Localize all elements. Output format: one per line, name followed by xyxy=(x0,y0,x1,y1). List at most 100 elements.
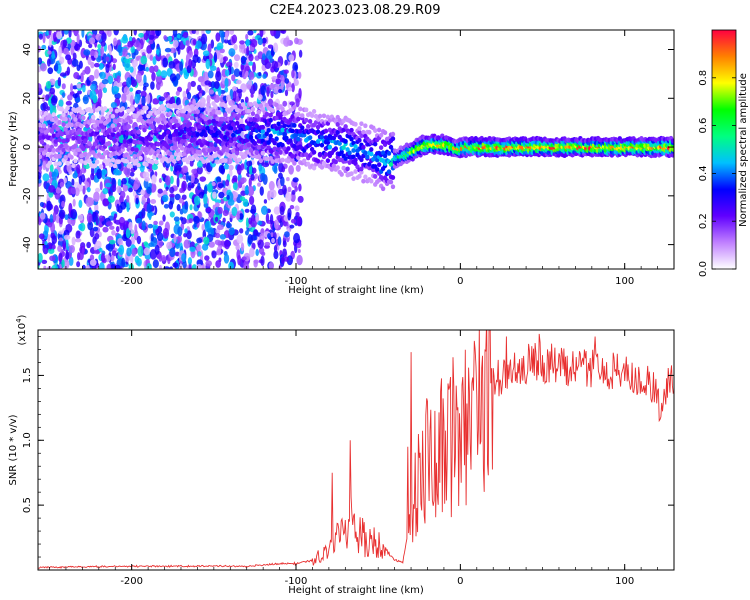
spectrogram-cell xyxy=(191,30,197,35)
spectrogram-cell xyxy=(295,164,301,172)
spectrogram-cell xyxy=(193,222,197,228)
spectrogram-cell xyxy=(98,62,104,70)
spectrogram-cell xyxy=(81,264,86,269)
spectrogram-ridge-cell xyxy=(124,158,129,164)
spectrogram-cell xyxy=(140,55,148,65)
spectrogram-cell xyxy=(90,173,95,181)
spectrogram-cell xyxy=(165,186,169,191)
snr-ytick-label: 0.5 xyxy=(22,497,33,513)
spectrogram-ridge-cell xyxy=(100,116,106,122)
spectrogram-cell xyxy=(111,229,116,236)
spectrogram-cell xyxy=(239,40,245,45)
spectrogram-cell xyxy=(228,48,236,57)
spectrogram-ridge-cell xyxy=(296,111,301,117)
spectrogram-cell xyxy=(169,47,177,54)
spectrogram-xtick-label: 0 xyxy=(457,276,463,287)
spectrogram-cell xyxy=(231,74,236,82)
spectrogram-ridge-cell xyxy=(144,162,149,167)
spectrogram-cell xyxy=(172,262,179,268)
spectrogram-cell xyxy=(131,248,137,257)
spectrogram-cell xyxy=(162,214,166,222)
spectrogram-ridge-cell xyxy=(106,141,112,146)
spectrogram-cell xyxy=(280,30,287,35)
spectrogram-cell xyxy=(94,187,101,193)
spectrogram-ridge-cell xyxy=(156,148,161,154)
spectrogram-cell xyxy=(297,71,302,79)
spectrogram-cell xyxy=(116,185,122,194)
spectrogram-ridge-cell xyxy=(376,162,382,168)
spectrogram-cell xyxy=(146,186,152,194)
spectrogram-ridge-cell xyxy=(91,114,96,120)
spectrogram-cell xyxy=(219,48,225,54)
spectrogram-cell xyxy=(236,164,242,175)
spectrogram-cell xyxy=(63,234,71,240)
spectrogram-ridge-cell xyxy=(38,122,43,128)
spectrogram-ridge-cell xyxy=(207,148,212,153)
spectrogram-cell xyxy=(203,185,208,196)
spectrogram-ridge-cell xyxy=(150,124,155,130)
spectrogram-cell xyxy=(134,224,138,234)
spectrogram-cell xyxy=(58,237,63,242)
spectrogram-cell xyxy=(54,62,59,72)
spectrogram-ridge-cell xyxy=(256,133,262,139)
spectrogram-cell xyxy=(192,54,199,63)
spectrogram-cell xyxy=(85,196,93,208)
spectrogram-cell xyxy=(189,204,193,211)
spectrogram-cell xyxy=(39,201,45,208)
spectrogram-cell xyxy=(289,101,296,106)
spectrogram-cell xyxy=(215,70,222,82)
spectrogram-ridge-cell xyxy=(252,140,258,146)
spectrogram-cell xyxy=(296,216,302,227)
spectrogram-cell xyxy=(158,96,165,102)
spectrogram-cell xyxy=(263,199,268,204)
spectrogram-cell xyxy=(119,217,125,224)
spectrogram-ridge-cell xyxy=(79,123,84,129)
spectrogram-cell xyxy=(214,216,219,222)
spectrogram-cell xyxy=(175,164,182,173)
snr-xtick-label: 100 xyxy=(615,576,634,587)
spectrogram-cell xyxy=(201,223,205,231)
spectrogram-cell xyxy=(181,194,187,200)
spectrogram-cell xyxy=(42,173,50,182)
spectrogram-cell xyxy=(141,95,146,106)
spectrogram-cell xyxy=(243,264,250,269)
spectrogram-cell xyxy=(124,166,131,178)
spectrogram-cell xyxy=(288,54,295,62)
spectrogram-cell xyxy=(191,264,198,269)
spectrogram-cell xyxy=(163,35,168,40)
spectrogram-cell xyxy=(114,264,121,269)
spectrogram-cell xyxy=(245,70,249,77)
spectrogram-cell xyxy=(248,177,252,187)
spectrogram-cell xyxy=(190,80,196,88)
spectrogram-cell xyxy=(90,61,95,69)
spectrogram-cell xyxy=(295,98,300,108)
spectrogram-cell xyxy=(258,72,262,77)
spectrogram-cell xyxy=(172,39,179,48)
spectrogram-cell xyxy=(238,90,242,99)
spectrogram-cell xyxy=(196,244,202,252)
spectrogram-cell xyxy=(268,55,273,60)
spectrogram-ridge-cell xyxy=(280,106,285,112)
spectrogram-cell xyxy=(195,30,200,35)
spectrogram-cell xyxy=(252,61,256,73)
spectrogram-ytick-label: -40 xyxy=(22,236,33,252)
spectrogram-cell xyxy=(162,57,169,68)
spectrogram-ridge-cell xyxy=(181,138,187,144)
spectrogram-ridge-cell xyxy=(138,115,143,121)
spectrogram-cell xyxy=(110,254,115,262)
spectrogram-cell xyxy=(130,45,136,54)
spectrogram-cell xyxy=(70,208,78,220)
spectrogram-ridge-cell xyxy=(57,161,62,166)
spectrogram-cell xyxy=(52,171,57,183)
spectrogram-ridge-cell xyxy=(311,149,317,155)
spectrogram-cell xyxy=(289,224,295,229)
spectrogram-ridge-cell xyxy=(53,115,58,121)
spectrogram-ridge-cell xyxy=(217,109,222,115)
spectrogram-cell xyxy=(179,262,183,269)
spectrogram-cell xyxy=(187,81,192,91)
spectrogram-cell xyxy=(44,240,48,246)
spectrogram-ridge-cell xyxy=(268,112,273,118)
spectrogram-ridge-cell xyxy=(345,166,350,172)
spectrogram-cell xyxy=(223,253,230,264)
spectrogram-cell xyxy=(297,248,301,254)
